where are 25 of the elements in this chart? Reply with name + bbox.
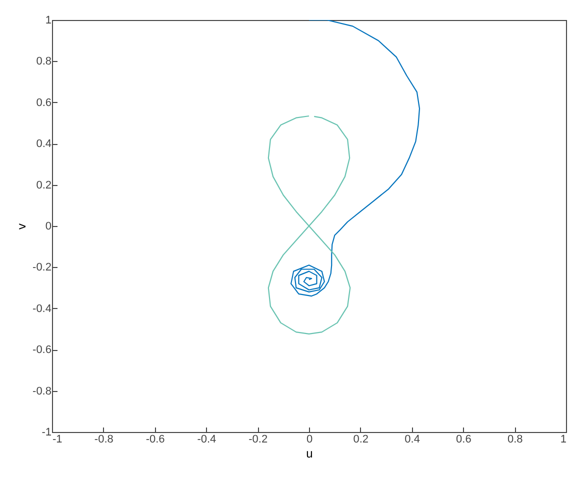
x-tick-label: 1 <box>560 434 566 446</box>
y-tick-label: -0.4 <box>32 302 52 315</box>
x-tick-label: -0.6 <box>146 434 165 446</box>
x-tick-label: -0.8 <box>94 434 114 446</box>
line-series <box>290 20 420 297</box>
x-tick-label: 0.2 <box>353 434 369 446</box>
y-tick-label: -0.6 <box>32 344 52 356</box>
x-tick-label: -1 <box>52 434 62 446</box>
line-series <box>268 115 351 334</box>
x-tick-label: 0.8 <box>507 434 523 446</box>
x-tick-label: -0.2 <box>248 434 268 446</box>
x-tick-label: 0 <box>306 434 313 446</box>
x-tick-label: 0.4 <box>404 434 420 446</box>
y-tick-label: 0 <box>45 220 52 232</box>
x-axis-title: u <box>306 446 313 460</box>
x-tick-label: 0.6 <box>456 434 472 446</box>
y-tick-label: 0.6 <box>36 96 52 109</box>
y-tick-label: 1 <box>45 14 52 26</box>
y-axis-title: v <box>14 224 29 230</box>
y-tick-label: 0.4 <box>36 138 52 150</box>
y-tick-label: -0.2 <box>32 262 52 274</box>
y-tick-label: 0.2 <box>36 179 52 192</box>
x-tick-label: -0.4 <box>197 434 216 446</box>
y-tick-label: 0.8 <box>36 56 52 68</box>
y-tick-label: -0.8 <box>32 385 52 398</box>
